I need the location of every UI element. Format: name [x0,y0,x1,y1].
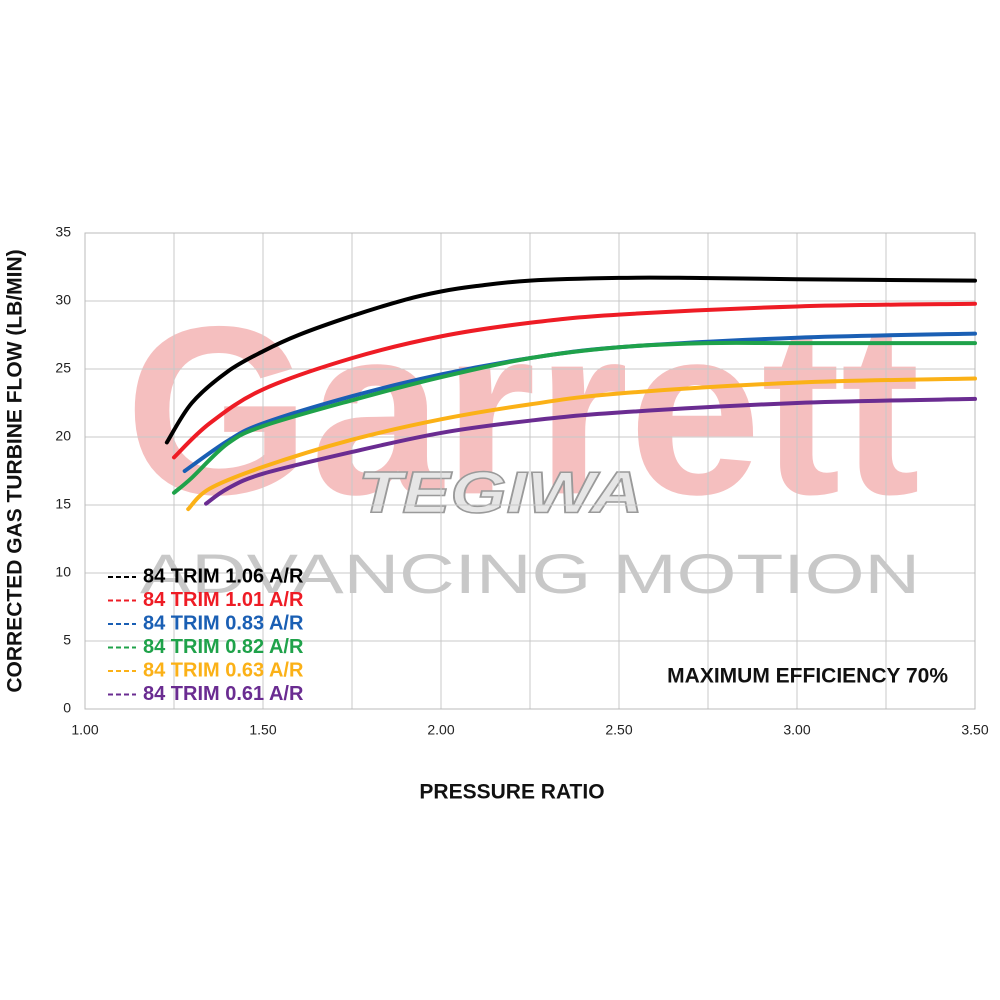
y-tick-label: 0 [63,700,71,716]
y-axis-title: CORRECTED GAS TURBINE FLOW (LB/MIN) [4,249,27,692]
series-line [172,340,977,495]
legend-label: 84 TRIM 0.61 A/R [143,683,304,705]
x-tick-label: 3.00 [783,722,810,738]
series-line [204,396,977,506]
x-tick-label: 2.50 [605,722,632,738]
legend-label: 84 TRIM 1.01 A/R [143,589,304,611]
series-line [172,301,977,460]
y-tick-label: 35 [55,224,71,240]
annotation: MAXIMUM EFFICIENCY 70% [667,665,948,688]
series-layer [164,275,977,512]
y-tick-label: 30 [55,292,71,308]
x-axis-title: PRESSURE RATIO [419,781,604,804]
legend-label: 84 TRIM 0.63 A/R [143,659,304,681]
y-tick-label: 5 [63,632,71,648]
series-line [186,376,977,512]
legend-label: 84 TRIM 0.82 A/R [143,636,304,658]
label-layer: PRESSURE RATIO CORRECTED GAS TURBINE FLO… [4,249,949,803]
series-line [164,275,977,445]
x-tick-label: 2.00 [427,722,454,738]
plot-frame [84,232,976,710]
y-tick-label: 20 [55,428,71,444]
y-tick-label: 10 [55,564,71,580]
watermark-logo: Garrett [125,276,920,544]
legend-label: 84 TRIM 1.06 A/R [143,565,304,587]
x-tick-label: 1.50 [249,722,276,738]
legend-label: 84 TRIM 0.83 A/R [143,612,304,634]
y-tick-label: 25 [55,360,71,376]
watermark-dealer: TEGIWA [358,460,643,525]
x-tick-label: 3.50 [961,722,988,738]
x-tick-label: 1.00 [71,722,98,738]
y-tick-label: 15 [55,496,71,512]
